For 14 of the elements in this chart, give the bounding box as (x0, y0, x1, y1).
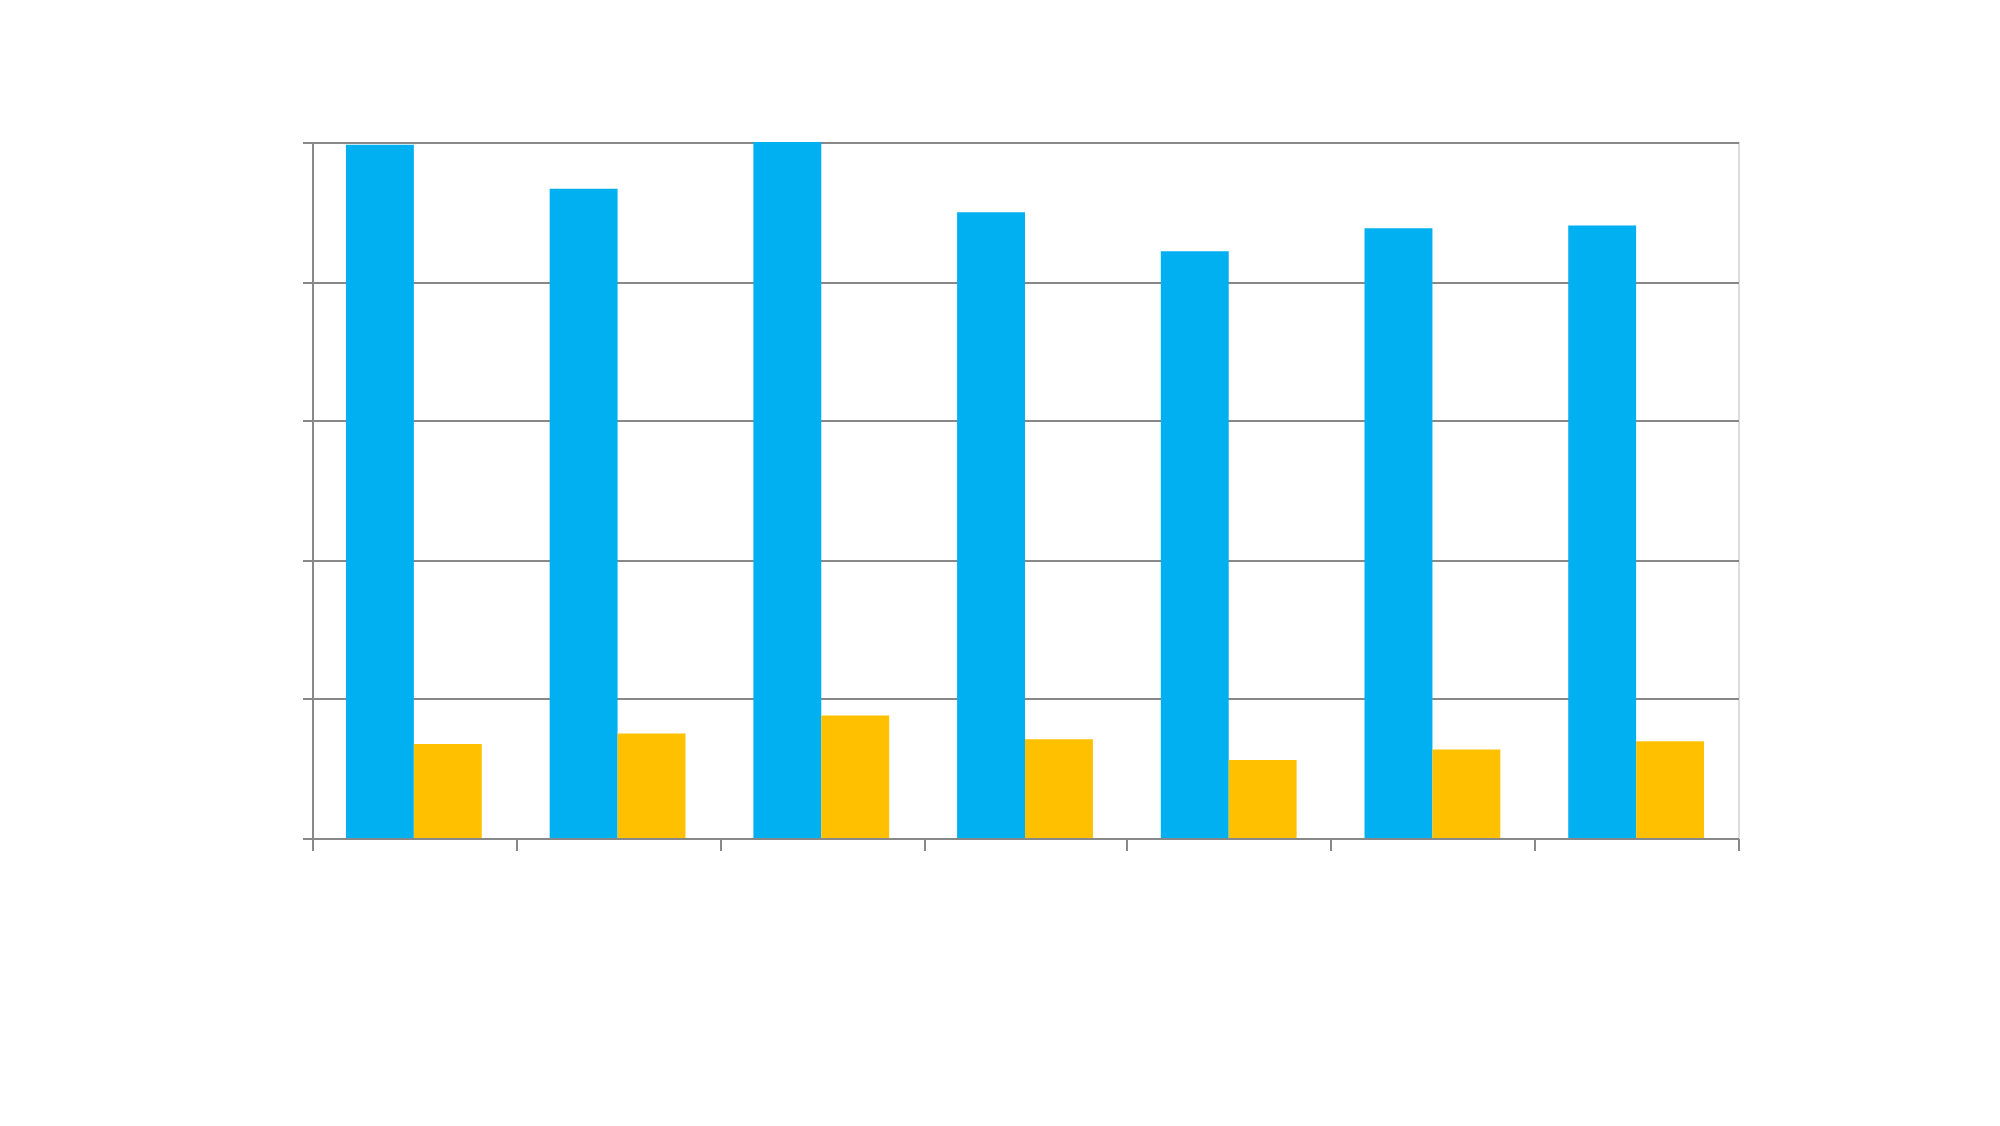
bar (1432, 749, 1501, 838)
bar (753, 142, 822, 838)
bar (1636, 741, 1705, 838)
bar (1364, 228, 1433, 838)
bar (413, 744, 482, 838)
bar (345, 144, 414, 838)
bar (1228, 760, 1297, 838)
bar (957, 212, 1025, 838)
bar (1568, 225, 1637, 838)
bar (1025, 739, 1093, 838)
bar (1160, 251, 1229, 838)
bar (549, 188, 618, 838)
bar (617, 733, 686, 838)
bar (821, 715, 890, 838)
